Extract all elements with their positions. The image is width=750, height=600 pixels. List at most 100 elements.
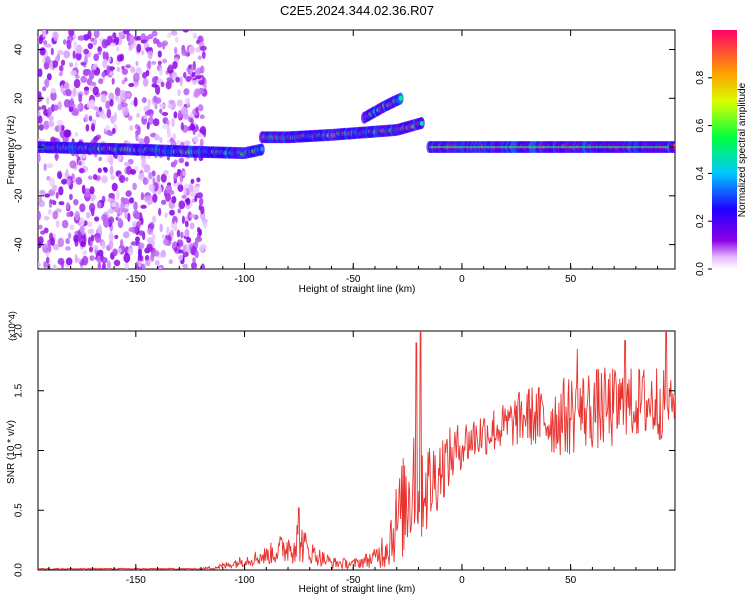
noise-blob: [48, 120, 55, 128]
x-tick-label: 50: [565, 274, 577, 285]
noise-blob: [65, 169, 69, 177]
noise-blob: [175, 76, 180, 83]
noise-blob: [66, 211, 71, 217]
snr-axes: -150 -100 -50 0 50 0.0 0.5 1.0 1.5 2.0: [14, 324, 675, 586]
noise-blob: [89, 84, 93, 92]
noise-blob: [38, 124, 44, 131]
noise-blob: [203, 84, 207, 89]
noise-blob: [109, 98, 114, 107]
noise-blob: [151, 83, 158, 88]
noise-blob: [164, 212, 168, 218]
noise-blob: [169, 209, 175, 216]
noise-blob: [135, 60, 139, 67]
noise-blob: [78, 93, 83, 103]
noise-blob: [102, 59, 108, 68]
noise-blob: [177, 89, 181, 97]
noise-blob: [72, 50, 76, 60]
noise-blob: [144, 110, 151, 116]
noise-blob: [151, 60, 157, 65]
noise-blob: [152, 177, 156, 185]
noise-blob: [152, 193, 158, 203]
noise-blob: [157, 50, 162, 58]
noise-blob: [171, 196, 177, 204]
noise-blob: [58, 71, 63, 77]
x-tick-label: -50: [346, 575, 361, 586]
noise-blob: [90, 99, 96, 108]
noise-blob: [81, 255, 89, 266]
noise-blob: [151, 170, 156, 177]
noise-blob: [57, 237, 65, 248]
noise-blob: [80, 75, 88, 84]
noise-blob: [194, 239, 199, 248]
noise-blob: [97, 262, 102, 269]
noise-blob: [48, 115, 54, 121]
noise-blob: [124, 77, 128, 82]
noise-blob: [168, 64, 173, 71]
noise-blob: [90, 37, 95, 42]
noise-blob: [121, 208, 129, 213]
noise-blob: [57, 101, 63, 110]
noise-blob: [117, 97, 121, 106]
noise-blob: [45, 43, 52, 48]
noise-blob: [147, 49, 153, 60]
noise-blob: [147, 98, 151, 109]
noise-blob: [127, 115, 133, 121]
spectrogram-panel: -150 -100 -50 0 50 -40 -20 0 20 40 Height of stra…: [6, 29, 676, 295]
noise-blob: [93, 30, 100, 39]
noise-blob: [167, 103, 173, 109]
noise-blob: [143, 114, 147, 120]
noise-blob: [160, 81, 165, 88]
noise-blob: [168, 99, 175, 105]
noise-blob: [87, 30, 92, 40]
noise-blob: [166, 32, 172, 39]
noise-blob: [106, 260, 111, 269]
noise-blob: [92, 174, 98, 181]
noise-blob: [120, 196, 125, 203]
noise-blob: [74, 210, 80, 221]
noise-blob: [195, 185, 200, 193]
x-tick-label: 0: [459, 274, 465, 285]
noise-blob: [172, 132, 176, 141]
noise-blob: [108, 92, 115, 102]
noise-blob: [41, 105, 47, 110]
noise-blob: [74, 132, 79, 138]
noise-blob: [196, 177, 201, 183]
noise-blob: [172, 181, 178, 187]
noise-blob: [127, 247, 134, 256]
colorbar-tick-label: 0.8: [695, 70, 706, 84]
noise-blob: [177, 109, 183, 119]
noise-blob: [75, 176, 83, 185]
noise-blob: [119, 89, 127, 100]
noise-blob: [185, 204, 191, 210]
noise-blob: [152, 250, 160, 257]
noise-blob: [38, 262, 41, 268]
noise-blob: [147, 200, 152, 206]
noise-blob: [145, 47, 152, 52]
noise-blob: [98, 156, 102, 162]
noise-blob: [151, 76, 158, 84]
noise-blob: [58, 186, 64, 196]
noise-blob: [129, 125, 133, 131]
noise-blob: [121, 102, 128, 108]
noise-blob: [121, 79, 126, 85]
noise-blob: [80, 61, 86, 66]
noise-blob: [113, 259, 121, 267]
noise-blob: [185, 75, 192, 82]
band-core: [398, 95, 403, 101]
noise-blob: [89, 186, 95, 195]
noise-blob: [90, 234, 95, 242]
x-tick-label: -100: [235, 575, 255, 586]
noise-blob: [88, 71, 95, 80]
noise-blob: [77, 103, 82, 110]
noise-blob: [73, 198, 79, 206]
noise-blob: [58, 124, 62, 133]
noise-blob: [87, 228, 95, 235]
noise-blob: [181, 106, 186, 115]
y-tick-label: -20: [14, 188, 25, 203]
y-tick-label: 1.5: [14, 383, 25, 397]
noise-blob: [154, 134, 160, 141]
noise-blob: [55, 192, 59, 199]
noise-blob: [60, 59, 66, 66]
noise-blob: [182, 30, 189, 33]
noise-blob: [123, 161, 131, 167]
